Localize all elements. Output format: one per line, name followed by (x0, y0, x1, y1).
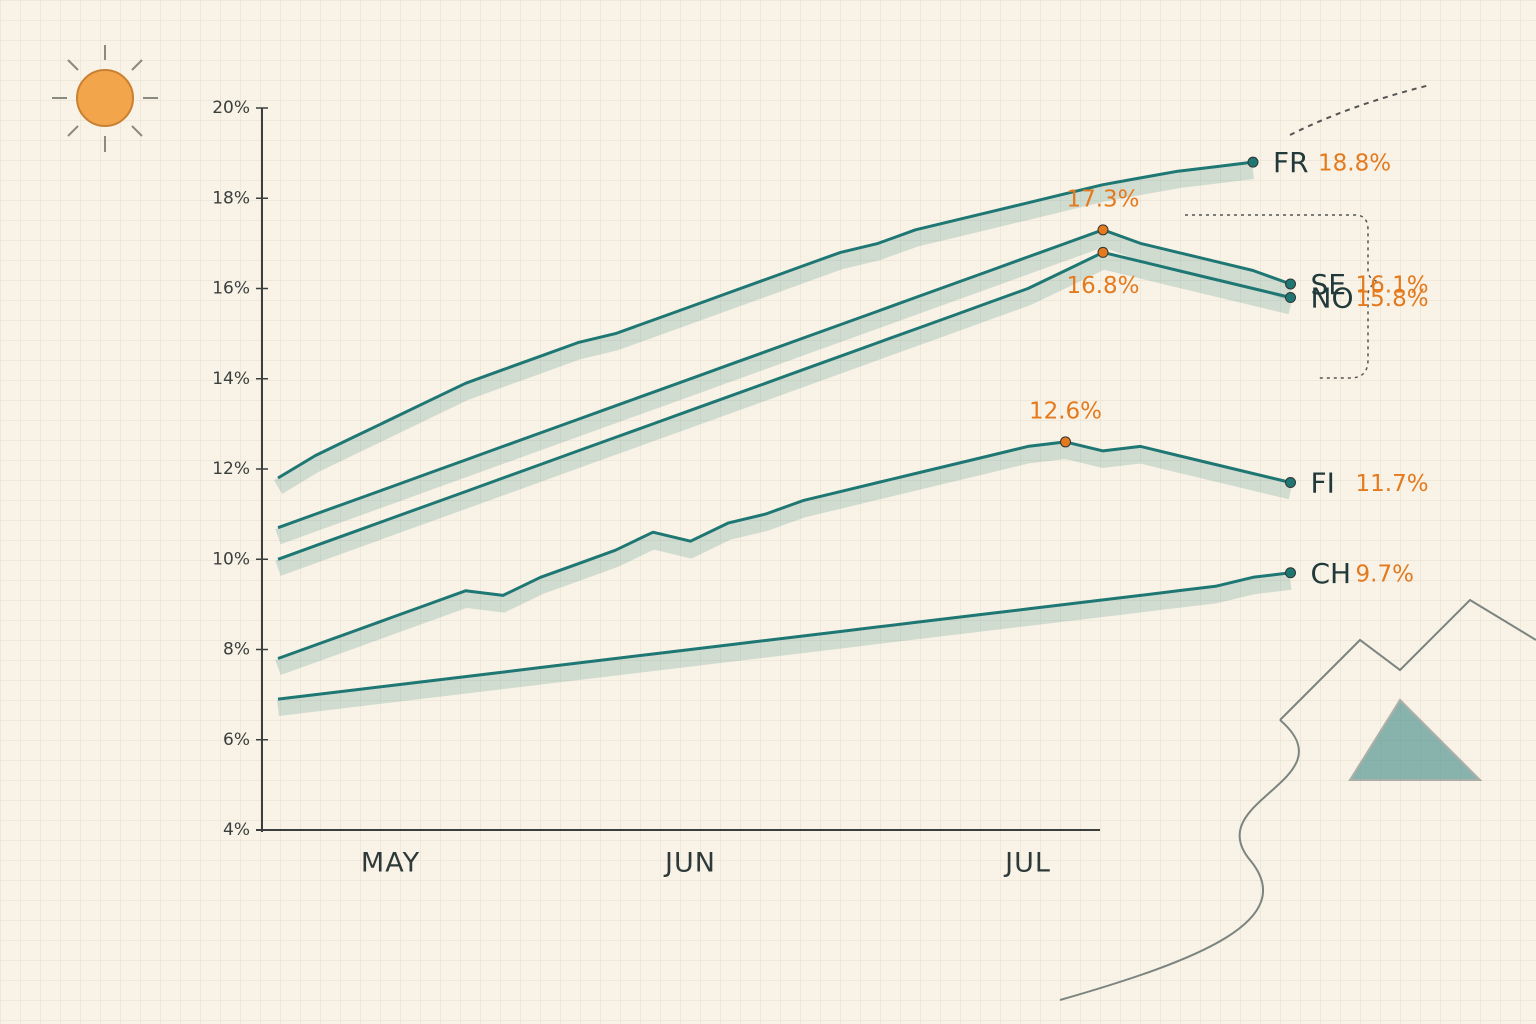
line-shade (273, 163, 1254, 494)
value-label: 15.8% (1356, 286, 1429, 312)
series-label: NO (1311, 282, 1354, 315)
x-tick-label: JUN (663, 848, 716, 879)
series-label: CH (1311, 557, 1352, 590)
series-label: FI (1311, 467, 1335, 500)
line-shade (275, 230, 1294, 545)
line (277, 250, 1291, 561)
y-tick-label: 14% (212, 369, 250, 389)
end-point (1285, 567, 1296, 579)
y-tick-label: 4% (223, 820, 250, 840)
x-tick-label: MAY (361, 848, 420, 879)
value-label: 11.7% (1356, 471, 1429, 497)
y-tick-label: 10% (212, 549, 250, 569)
peak-point (1097, 246, 1109, 258)
peak-point (1060, 436, 1071, 448)
trend-arrow (1289, 84, 1431, 136)
y-tick-label: 12% (212, 459, 250, 479)
line-shade (277, 573, 1292, 717)
y-tick-label: 6% (223, 730, 250, 750)
bracket (1185, 214, 1381, 379)
peak-point (1097, 224, 1109, 236)
y-tick-label: 18% (212, 188, 250, 208)
line (277, 228, 1292, 530)
value-label: 17.3% (1066, 186, 1139, 212)
line-shade (275, 442, 1293, 676)
sun-illustration (52, 45, 158, 152)
end-point (1285, 292, 1296, 304)
x-tick-label: JUL (1003, 848, 1051, 879)
y-tick-label: 20% (212, 98, 250, 118)
y-tick-label: 16% (212, 279, 250, 299)
value-label: 16.8% (1066, 273, 1139, 299)
series-label: SE (1311, 268, 1346, 301)
line (277, 440, 1291, 660)
value-label: 16.1% (1356, 272, 1429, 298)
line (277, 571, 1291, 701)
value-label: 12.6% (1029, 398, 1102, 424)
end-point (1247, 156, 1259, 168)
line (277, 160, 1254, 480)
value-label: 9.7% (1356, 561, 1414, 587)
value-label: 18.8% (1318, 151, 1391, 177)
series-label: FR (1273, 146, 1309, 179)
line-shade (275, 252, 1293, 576)
end-point (1285, 278, 1296, 290)
end-point (1285, 477, 1296, 489)
y-tick-label: 8% (223, 640, 250, 660)
mountains-illustration (1059, 598, 1536, 1001)
